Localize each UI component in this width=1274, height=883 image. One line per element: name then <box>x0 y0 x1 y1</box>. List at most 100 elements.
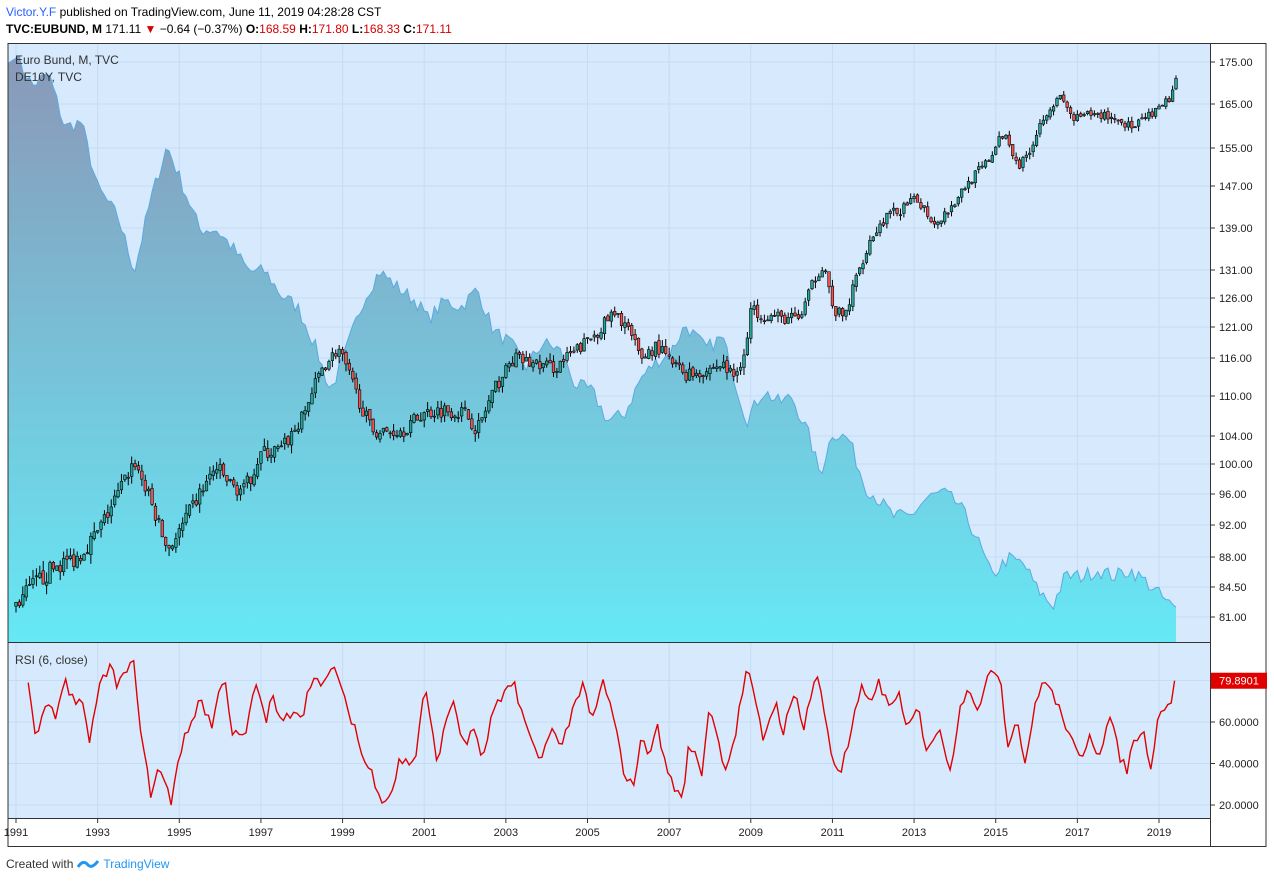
candle-body <box>813 280 818 283</box>
price-tick-84.50: 84.50 <box>1219 582 1247 594</box>
candle-body <box>109 506 113 517</box>
candle-body <box>58 564 62 573</box>
candle-body <box>218 464 222 471</box>
candle-body <box>130 463 134 477</box>
eubund-candles <box>14 75 1178 613</box>
candle-body <box>868 240 872 255</box>
overlay-legend: DE10Y, TVC <box>15 70 82 84</box>
candle-body <box>344 352 348 365</box>
candle-body <box>232 479 236 486</box>
candle-body <box>361 407 365 417</box>
candle-body <box>647 349 651 359</box>
candle-body <box>640 348 644 359</box>
open-value: 168.59 <box>259 22 296 36</box>
candle-body <box>143 479 147 492</box>
candle-body <box>313 378 317 394</box>
candle-body <box>208 473 212 480</box>
candle-body <box>41 570 45 585</box>
candle-body <box>1085 111 1090 114</box>
candle-body <box>164 537 168 546</box>
candle-body <box>851 284 855 307</box>
rsi-tick-40.0000: 40.0000 <box>1219 759 1259 771</box>
candle-body <box>517 352 522 355</box>
candle-body <box>619 313 624 326</box>
candle-body <box>755 304 760 318</box>
candle-body <box>711 367 715 369</box>
rsi-pane[interactable] <box>8 643 1210 818</box>
candle-body <box>1082 114 1086 116</box>
candle-body <box>909 198 913 204</box>
candle-body <box>21 594 25 606</box>
candle-body <box>293 429 297 432</box>
tradingview-link[interactable]: TradingView <box>103 857 170 871</box>
candle-body <box>698 373 702 378</box>
candle-body <box>708 367 712 374</box>
candle-body <box>153 505 158 521</box>
candle-body <box>664 346 668 354</box>
candle-body <box>667 354 671 357</box>
time-tick-2019: 2019 <box>1147 827 1171 839</box>
candle-body <box>456 417 460 419</box>
candle-body <box>1123 122 1127 128</box>
candle-body <box>82 553 86 561</box>
candle-body <box>381 427 385 433</box>
candle-body <box>820 270 824 278</box>
candle-body <box>300 411 304 430</box>
candle-body <box>817 276 821 282</box>
candle-body <box>215 469 219 474</box>
candle-body <box>691 367 695 377</box>
candle-body <box>987 160 991 162</box>
candle-body <box>487 400 491 412</box>
candle-body <box>116 490 120 498</box>
candle-body <box>187 504 192 516</box>
candle-body <box>1109 116 1113 119</box>
candle-body <box>1007 134 1011 146</box>
candle-body <box>670 357 675 365</box>
candle-body <box>357 389 362 409</box>
candle-body <box>259 451 263 464</box>
high-label: H: <box>299 22 312 36</box>
candle-body <box>905 202 909 206</box>
candle-body <box>779 310 784 317</box>
candle-body <box>609 311 613 322</box>
candle-body <box>728 367 732 372</box>
price-tick-92.00: 92.00 <box>1219 520 1247 532</box>
candle-body <box>378 433 382 440</box>
candle-body <box>599 332 603 339</box>
footer: Created with TradingView <box>6 857 169 871</box>
candle-body <box>262 446 266 451</box>
candle-body <box>490 389 494 404</box>
tradingview-logo-icon <box>77 860 100 868</box>
low-label: L: <box>351 22 364 36</box>
time-tick-2013: 2013 <box>902 827 926 839</box>
author-link[interactable]: Victor.Y.F <box>6 5 57 19</box>
candle-body <box>762 320 766 322</box>
price-tick-175.00: 175.00 <box>1219 57 1253 69</box>
rsi-line <box>27 659 1176 806</box>
candle-body <box>1102 111 1107 120</box>
candle-body <box>320 367 324 376</box>
candle-body <box>79 558 83 562</box>
candle-body <box>1011 144 1015 157</box>
candle-body <box>541 363 545 368</box>
candle-body <box>1140 117 1144 120</box>
price-tick-116.00: 116.00 <box>1219 353 1252 365</box>
candle-body <box>742 354 746 368</box>
candle-body <box>75 555 79 568</box>
candle-body <box>827 271 831 288</box>
candle-body <box>551 361 556 373</box>
price-change: −0.64 (−0.37%) <box>159 22 243 36</box>
candle-body <box>228 479 232 481</box>
candle-body <box>977 166 981 170</box>
candle-body <box>443 405 447 417</box>
time-tick-2003: 2003 <box>494 827 518 839</box>
candle-body <box>1017 159 1022 169</box>
candle-body <box>1119 119 1124 123</box>
time-tick-1997: 1997 <box>249 827 273 839</box>
candle-body <box>1174 78 1178 90</box>
candle-body <box>796 314 801 319</box>
candle-body <box>340 349 345 355</box>
candle-body <box>272 446 277 458</box>
candle-body <box>745 337 749 355</box>
